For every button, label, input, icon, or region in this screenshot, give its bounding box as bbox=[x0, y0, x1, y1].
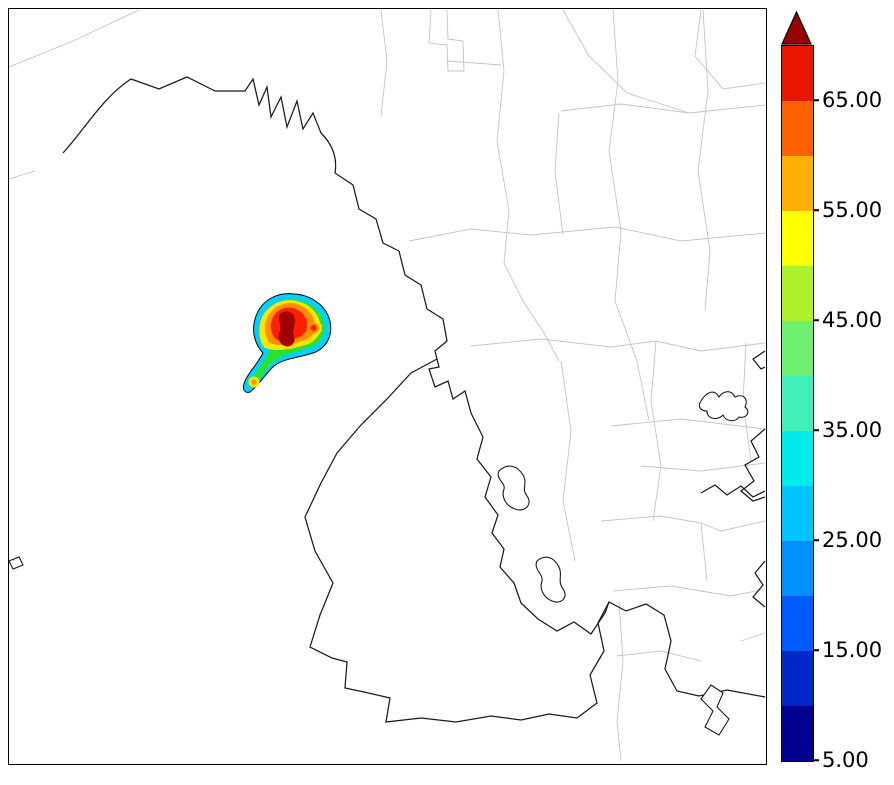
colorbar-tick-labels: 65.00 55.00 45.00 35.00 25.00 15.00 5.00 bbox=[822, 0, 892, 785]
left-edge-mark bbox=[9, 556, 24, 570]
county-boundaries bbox=[9, 9, 766, 762]
colorbar-tick-label: 15.00 bbox=[822, 638, 883, 662]
bay-island-north bbox=[497, 465, 530, 511]
lake-east bbox=[698, 391, 749, 422]
colorbar-tick-label: 65.00 bbox=[822, 88, 883, 112]
bottom-right-waterbody bbox=[700, 684, 730, 736]
inland-boundary bbox=[304, 358, 610, 723]
echo-core-dark-red bbox=[278, 311, 296, 347]
right-edge-creek bbox=[700, 484, 766, 498]
right-edge-sound bbox=[752, 560, 766, 608]
colorbar-gradient bbox=[781, 45, 814, 762]
colorbar-arrow-shape bbox=[781, 11, 812, 45]
map-plot bbox=[8, 8, 767, 765]
bay-island-south bbox=[535, 556, 566, 603]
colorbar-tick-label: 5.00 bbox=[822, 748, 869, 772]
colorbar-tick-label: 45.00 bbox=[822, 308, 883, 332]
coastline-main bbox=[62, 76, 484, 438]
colorbar-tick-label: 55.00 bbox=[822, 198, 883, 222]
colorbar-arrow bbox=[781, 11, 812, 45]
colorbar-tick-label: 35.00 bbox=[822, 418, 883, 442]
right-edge-inlets bbox=[740, 428, 766, 502]
right-edge-notch bbox=[752, 350, 766, 370]
echo-orange-tail bbox=[251, 379, 257, 385]
echo-red-right-lobe bbox=[310, 325, 317, 331]
colorbar-tick-label: 25.00 bbox=[822, 528, 883, 552]
colorbar bbox=[781, 11, 814, 762]
coastline bbox=[9, 76, 766, 736]
bay-shoreline bbox=[476, 436, 766, 698]
radar-echo bbox=[242, 293, 332, 393]
